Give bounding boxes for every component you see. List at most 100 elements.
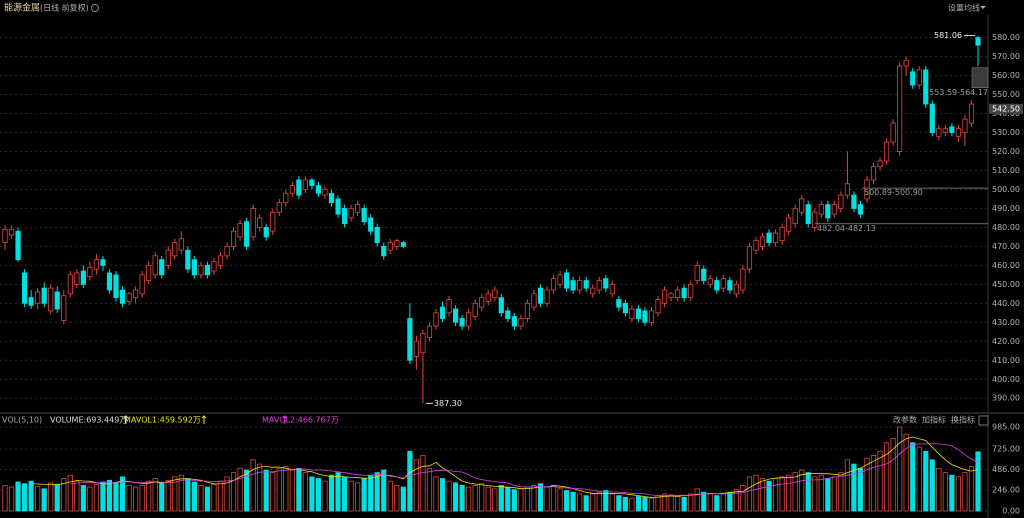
- candle-body: [374, 227, 380, 243]
- volume-bar: [563, 490, 570, 512]
- volume-bar: [394, 485, 400, 512]
- candle-body: [694, 264, 700, 281]
- volume-bar: [28, 480, 34, 512]
- volume-bar: [237, 467, 243, 512]
- volume-bar: [577, 493, 583, 512]
- volume-bar: [968, 466, 975, 512]
- volume-bar: [322, 480, 328, 512]
- candle-body: [877, 160, 883, 168]
- candle-body: [257, 217, 263, 228]
- candle-body: [648, 310, 655, 323]
- settings-icon[interactable]: [91, 4, 99, 12]
- volume-bar: [733, 489, 739, 512]
- candle-body: [230, 230, 237, 247]
- candle-body: [936, 128, 942, 137]
- volume-bar: [41, 488, 47, 512]
- volume-bar: [524, 486, 531, 512]
- candle-body: [498, 297, 504, 314]
- volume-bar: [694, 488, 700, 512]
- volume-bar: [472, 485, 478, 512]
- volume-bar: [309, 476, 315, 512]
- candle-body: [106, 272, 113, 291]
- volume-bar: [609, 493, 615, 512]
- legend-arrow: [123, 415, 129, 424]
- candle-body: [714, 280, 720, 291]
- volume-bar: [603, 490, 609, 512]
- price-tag-label: 542.50: [992, 104, 1020, 113]
- volume-bar: [387, 480, 393, 512]
- volume-bar: [831, 476, 837, 512]
- candle-body: [41, 287, 47, 304]
- candle-body: [537, 287, 544, 304]
- candle-body: [681, 287, 687, 299]
- candle-body: [629, 308, 635, 319]
- candle-body: [368, 217, 374, 232]
- volume-bar: [740, 485, 746, 512]
- candle-body: [733, 283, 739, 295]
- gap-label: 482.04-482.13: [817, 224, 876, 233]
- volume-bar: [883, 442, 890, 512]
- volume-bar: [341, 476, 348, 512]
- candle-body: [916, 69, 922, 86]
- button[interactable]: 换指标: [951, 415, 975, 425]
- candle-body: [80, 270, 86, 285]
- volume-bar: [126, 485, 132, 512]
- candle-body: [361, 208, 367, 223]
- candle-body: [152, 255, 158, 276]
- volume-bar: [283, 466, 289, 512]
- volume-bar: [975, 451, 981, 512]
- ma-button[interactable]: 设置均线: [948, 3, 980, 13]
- legend-arrow: [201, 415, 207, 424]
- gap-label: 553.59-564.17: [929, 88, 988, 97]
- y-tick-label: 560.00: [992, 71, 1020, 80]
- volume-bar: [616, 495, 622, 512]
- candle-body: [759, 236, 766, 247]
- y-tick-label: 390.00: [992, 394, 1020, 403]
- volume-bar: [374, 472, 380, 512]
- candle-body: [387, 242, 393, 251]
- candle-body: [955, 128, 962, 137]
- volume-bar: [648, 497, 655, 512]
- legend-entry: MAVOL2:466.767万: [262, 416, 339, 425]
- ma-line: [31, 436, 979, 498]
- volume-bar: [537, 483, 544, 512]
- candle-body: [701, 268, 707, 281]
- candle-body: [302, 179, 308, 190]
- title: 能源金属: [4, 2, 40, 14]
- candle-body: [792, 208, 798, 225]
- candle-body: [799, 198, 805, 213]
- volume-bar: [505, 486, 511, 512]
- volume-bar: [681, 496, 687, 512]
- y-tick-label: 486.00: [992, 465, 1020, 474]
- dropdown-icon: [980, 6, 986, 9]
- volume-bar: [302, 472, 308, 512]
- legend-entry: MAVOL1:459.592万: [124, 416, 201, 425]
- button[interactable]: 改参数: [893, 415, 917, 425]
- candle-body: [622, 302, 628, 314]
- candle-body: [348, 208, 354, 219]
- button[interactable]: 加指标: [922, 415, 946, 425]
- volume-bar: [113, 482, 119, 512]
- volume-bar: [550, 485, 557, 512]
- volume-bar: [544, 486, 550, 512]
- y-tick-label: 550.00: [992, 90, 1020, 99]
- close-button[interactable]: [978, 415, 989, 426]
- y-tick-label: 985.00: [992, 422, 1020, 431]
- candle-body: [577, 280, 583, 291]
- candle-body: [479, 297, 485, 308]
- candle-body: [204, 264, 211, 276]
- volume-bar: [165, 479, 171, 512]
- candle-body: [596, 280, 602, 291]
- candle-body: [8, 228, 15, 236]
- volume-bar: [152, 478, 158, 512]
- candle-body: [322, 189, 328, 196]
- candle-body: [296, 179, 302, 196]
- candle-body: [485, 293, 491, 302]
- volume-bar: [368, 474, 374, 512]
- candle-body: [35, 291, 41, 304]
- y-tick-label: 725.00: [992, 445, 1020, 454]
- candle-body: [962, 118, 968, 133]
- candle-body: [557, 274, 563, 285]
- candle-body: [616, 299, 622, 308]
